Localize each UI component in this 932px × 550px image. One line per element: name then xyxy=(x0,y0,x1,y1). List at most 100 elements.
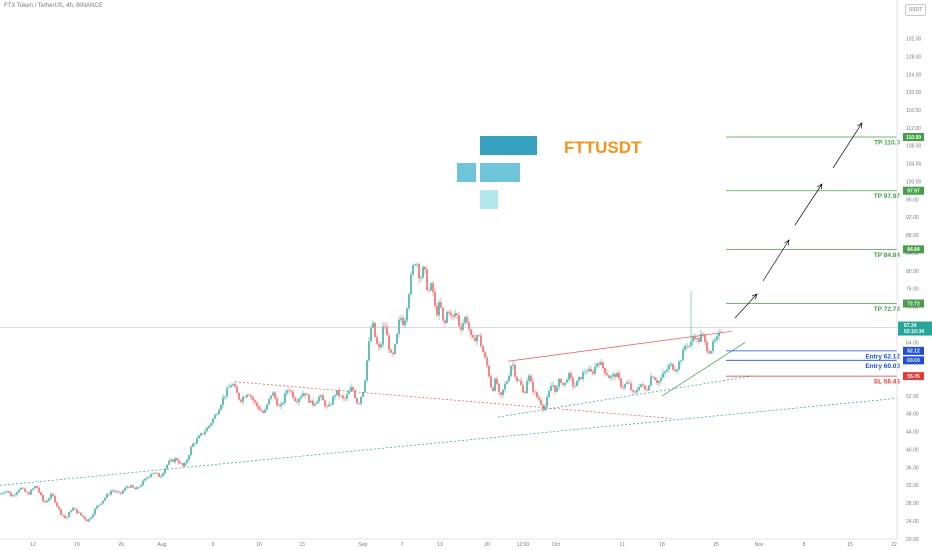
candle-body xyxy=(456,313,458,316)
candle-body xyxy=(258,406,260,410)
candle-body xyxy=(234,384,236,387)
candle xyxy=(192,442,194,448)
candle-body xyxy=(656,380,658,384)
candle xyxy=(710,350,712,355)
candle-body xyxy=(74,508,76,510)
candle xyxy=(52,492,54,497)
candle xyxy=(478,334,480,337)
candle xyxy=(34,485,36,489)
candle-body xyxy=(94,508,96,515)
candle xyxy=(114,489,116,494)
candle xyxy=(146,475,148,480)
candle xyxy=(488,364,490,378)
candle xyxy=(242,395,244,406)
currency-unit-button[interactable]: USDT xyxy=(905,4,926,16)
candle-body xyxy=(280,404,282,407)
candle-body xyxy=(678,361,680,370)
candle xyxy=(260,406,262,412)
candle xyxy=(426,267,428,291)
x-tick-label: 20 xyxy=(484,542,490,548)
candle-body xyxy=(262,410,264,413)
candle-body xyxy=(374,322,376,338)
candle xyxy=(190,445,192,457)
level-label: TP 110.0 xyxy=(874,140,900,147)
candle xyxy=(708,348,710,354)
candle xyxy=(254,398,256,405)
candle-body xyxy=(546,397,548,407)
candle-body xyxy=(282,402,284,405)
level-badge xyxy=(903,133,924,141)
candle xyxy=(200,432,202,437)
candle xyxy=(40,491,42,497)
candle xyxy=(706,338,708,355)
candle xyxy=(282,401,284,406)
y-tick-label: 48.00 xyxy=(906,412,919,418)
candle-body xyxy=(216,414,218,415)
candle-body xyxy=(610,376,612,378)
candle xyxy=(262,409,264,414)
candle-body xyxy=(2,492,4,494)
candle-body xyxy=(672,363,674,370)
y-tick-label: 76.00 xyxy=(906,287,919,293)
candle xyxy=(378,340,380,351)
candle-body xyxy=(162,473,164,477)
candle xyxy=(38,486,40,494)
candle xyxy=(240,398,242,404)
candle xyxy=(460,322,462,334)
candle-body xyxy=(292,391,294,398)
candle xyxy=(130,484,132,488)
candle-body xyxy=(648,385,650,391)
candle xyxy=(176,457,178,462)
candle xyxy=(234,381,236,388)
candle-body xyxy=(490,376,492,388)
candle xyxy=(458,311,460,329)
candle-body xyxy=(502,389,504,395)
level-tp: TP 84.84 84.84 xyxy=(726,245,924,259)
candle xyxy=(512,361,514,370)
candle-body xyxy=(536,392,538,398)
candle-body xyxy=(138,486,140,488)
candle xyxy=(346,391,348,402)
candle xyxy=(4,490,6,495)
candle xyxy=(166,464,168,471)
candle-body xyxy=(496,378,498,384)
candle xyxy=(392,351,394,357)
candle-body xyxy=(636,390,638,393)
ftt-logo-bar-top xyxy=(480,136,537,155)
arrow-head xyxy=(751,293,758,300)
candle xyxy=(490,374,492,388)
candle xyxy=(78,510,80,514)
candle xyxy=(202,433,204,436)
trendlines xyxy=(0,330,898,486)
candle xyxy=(288,387,290,393)
candle-body xyxy=(570,373,572,379)
candle xyxy=(406,307,408,324)
candle-body xyxy=(408,294,410,309)
candle-body xyxy=(224,396,226,398)
candle-body xyxy=(274,392,276,399)
candle-body xyxy=(588,368,590,372)
candle-body xyxy=(708,351,710,354)
candle xyxy=(718,329,720,341)
candle-body xyxy=(14,494,16,496)
candle-body xyxy=(420,277,422,279)
candle xyxy=(276,395,278,407)
candle xyxy=(628,379,630,384)
candle xyxy=(92,512,94,519)
candle xyxy=(626,379,628,385)
candle-body xyxy=(284,393,286,403)
candle-body xyxy=(304,393,306,396)
candle-body xyxy=(204,431,206,435)
level-tp: TP 72.72 72.72 xyxy=(726,299,924,313)
candle xyxy=(10,491,12,497)
candle xyxy=(600,359,602,366)
candle-body xyxy=(136,487,138,490)
candle xyxy=(60,508,62,517)
candle-body xyxy=(358,403,360,405)
candle-body xyxy=(398,319,400,334)
candle xyxy=(284,390,286,406)
candle xyxy=(72,506,74,512)
candle xyxy=(510,364,512,378)
candle-body xyxy=(384,326,386,327)
